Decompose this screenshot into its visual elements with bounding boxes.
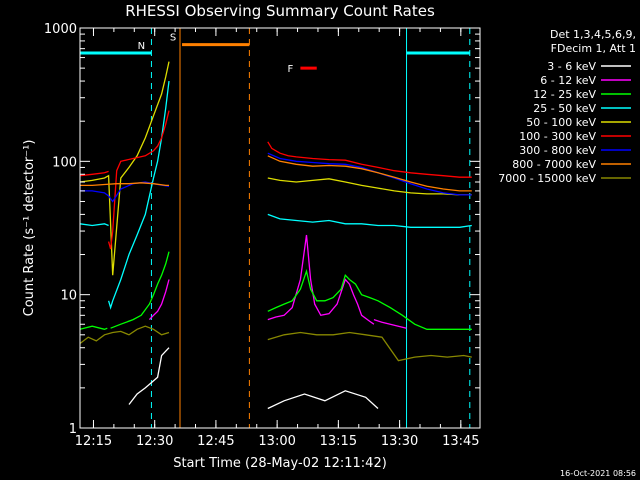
series-line-2-1 <box>110 251 170 329</box>
y-tick-label: 10 <box>60 289 77 304</box>
x-tick-label: 12:30 <box>136 434 173 449</box>
series-line-5-1 <box>107 110 170 250</box>
series-line-8-1 <box>267 331 472 362</box>
y-tick-label: 1000 <box>44 22 77 37</box>
x-axis-label: Start Time (28-May-02 12:11:42) <box>173 456 387 471</box>
plot-frame <box>79 27 481 429</box>
legend-label-1: 6 - 12 keV <box>540 74 596 87</box>
series-line-8-0 <box>79 325 170 345</box>
series-line-7-1 <box>267 155 472 192</box>
series-line-3-1 <box>107 81 170 310</box>
flag-s-label: S <box>170 33 176 44</box>
series-line-1-2 <box>373 318 407 329</box>
legend-label-2: 12 - 25 keV <box>533 88 596 101</box>
series-line-5-2 <box>267 141 472 178</box>
y-axis-label: Count Rate (s⁻¹ detector⁻¹) <box>22 140 37 317</box>
x-tick-label: 12:45 <box>197 434 234 449</box>
flag-f-label: F <box>288 64 294 75</box>
series-line-1-1 <box>267 234 375 325</box>
y-tick-label: 1 <box>69 422 77 437</box>
series-line-0-0 <box>128 347 170 405</box>
x-tick-label: 13:30 <box>381 434 418 449</box>
series-line-0-1 <box>267 390 379 410</box>
chart-title: RHESSI Observing Summary Count Rates <box>125 2 435 20</box>
y-tick-label: 100 <box>52 155 77 170</box>
legend-header-line: Det 1,3,4,5,6,9, <box>550 28 636 41</box>
x-tick-label: 13:45 <box>442 434 479 449</box>
series-line-4-1 <box>267 177 472 196</box>
series-line-4-0 <box>79 61 170 276</box>
legend-label-8: 7000 - 15000 keV <box>498 172 596 185</box>
legend-label-5: 100 - 300 keV <box>519 130 596 143</box>
series-line-1-0 <box>148 279 170 321</box>
legend-label-3: 25 - 50 keV <box>533 102 596 115</box>
series-line-3-2 <box>267 213 472 228</box>
series-line-2-0 <box>79 325 108 330</box>
series-line-3-0 <box>79 223 109 227</box>
legend-label-4: 50 - 100 keV <box>526 116 596 129</box>
series-line-7-0 <box>80 182 169 187</box>
footer-timestamp: 16-Oct-2021 08:56 <box>560 469 636 478</box>
legend-label-0: 3 - 6 keV <box>547 60 596 73</box>
flag-n-label: N <box>138 41 145 52</box>
x-tick-label: 13:15 <box>320 434 357 449</box>
x-tick-label: 13:00 <box>258 434 295 449</box>
legend-label-7: 800 - 7000 keV <box>512 158 596 171</box>
series-line-5-0 <box>79 170 109 177</box>
x-tick-label: 12:15 <box>75 434 112 449</box>
series-line-2-2 <box>267 268 472 330</box>
legend-header-line: FDecim 1, Att 1 <box>551 42 636 55</box>
legend-label-6: 300 - 800 keV <box>519 144 596 157</box>
